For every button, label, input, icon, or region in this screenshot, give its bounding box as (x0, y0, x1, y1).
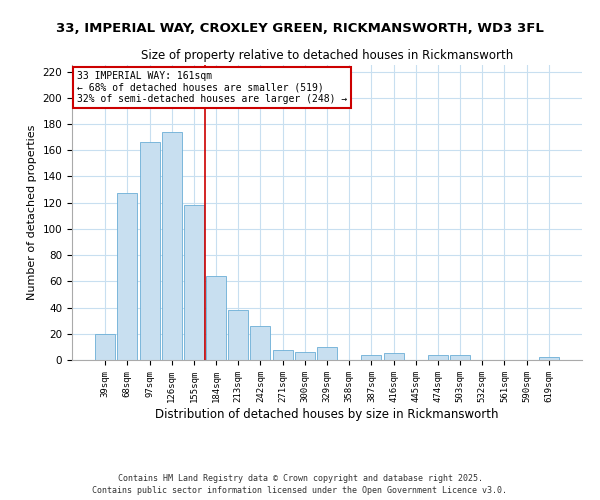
Bar (295, 352, 315, 360)
Bar (228, 310, 248, 360)
Text: 33 IMPERIAL WAY: 161sqm
← 68% of detached houses are smaller (519)
32% of semi-d: 33 IMPERIAL WAY: 161sqm ← 68% of detache… (77, 71, 347, 104)
Bar (140, 142, 160, 360)
Text: Contains HM Land Registry data © Crown copyright and database right 2025.
Contai: Contains HM Land Registry data © Crown c… (92, 474, 508, 495)
Bar (184, 206, 204, 360)
Title: Size of property relative to detached houses in Rickmansworth: Size of property relative to detached ho… (141, 50, 513, 62)
X-axis label: Distribution of detached houses by size in Rickmansworth: Distribution of detached houses by size … (155, 408, 499, 420)
Bar (206, 276, 226, 360)
Bar (162, 132, 182, 360)
Bar (428, 355, 448, 360)
Bar (317, 347, 337, 360)
Bar (272, 350, 293, 360)
Y-axis label: Number of detached properties: Number of detached properties (27, 125, 37, 300)
Bar (450, 355, 470, 360)
Bar (361, 355, 382, 360)
Bar (95, 334, 115, 360)
Bar (250, 326, 271, 360)
Bar (383, 354, 404, 360)
Bar (118, 194, 137, 360)
Bar (539, 358, 559, 360)
Text: 33, IMPERIAL WAY, CROXLEY GREEN, RICKMANSWORTH, WD3 3FL: 33, IMPERIAL WAY, CROXLEY GREEN, RICKMAN… (56, 22, 544, 36)
